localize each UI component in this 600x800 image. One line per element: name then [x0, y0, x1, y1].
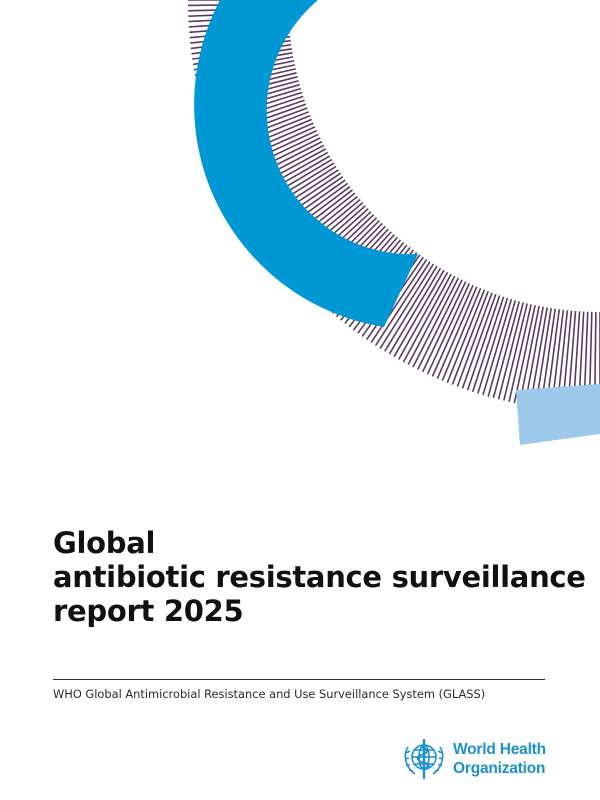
stripe — [407, 275, 456, 365]
report-subtitle: WHO Global Antimicrobial Resistance and … — [53, 687, 486, 701]
who-text-line-1: World Health — [453, 741, 546, 758]
stripe — [446, 289, 486, 383]
stripe — [497, 302, 524, 400]
stripe — [388, 267, 442, 355]
stripe — [417, 279, 463, 370]
cover-illustration — [188, 0, 600, 445]
stripe — [503, 303, 528, 401]
who-wordmark: World Health Organization — [453, 740, 546, 778]
who-emblem-icon — [404, 739, 444, 779]
stripe — [436, 286, 478, 379]
title-line-3: report 2025 — [53, 594, 244, 628]
stripe — [412, 277, 460, 368]
stripe — [379, 263, 435, 349]
stripe — [431, 284, 474, 377]
stripe — [524, 306, 544, 406]
light-blue-block — [516, 384, 600, 445]
divider — [53, 679, 545, 680]
stripe — [471, 296, 505, 393]
who-text-line-2: Organization — [453, 760, 546, 777]
stripe — [456, 292, 493, 387]
blue-arc — [194, 0, 418, 327]
stripe — [441, 287, 482, 381]
stripe — [393, 269, 445, 358]
stripe — [482, 298, 513, 396]
stripe — [461, 293, 497, 389]
stripe — [477, 297, 509, 394]
who-logo: World Health Organization — [399, 737, 559, 781]
stripe — [374, 261, 431, 346]
stripe — [518, 305, 540, 405]
stripe — [508, 304, 532, 403]
title-line-2: antibiotic resistance surveillance — [53, 560, 586, 594]
stripe — [421, 281, 467, 373]
stripe — [513, 305, 536, 404]
title-line-1: Global — [53, 526, 156, 560]
stripe — [466, 295, 501, 391]
stripe — [487, 300, 517, 397]
stripe — [397, 271, 449, 360]
stripe — [426, 283, 471, 375]
stripe — [384, 265, 438, 352]
stripe — [402, 273, 452, 363]
stripe — [492, 301, 521, 399]
report-title: Global antibiotic resistance surveillanc… — [53, 526, 586, 628]
stripe — [370, 258, 428, 344]
stripe — [451, 290, 489, 385]
